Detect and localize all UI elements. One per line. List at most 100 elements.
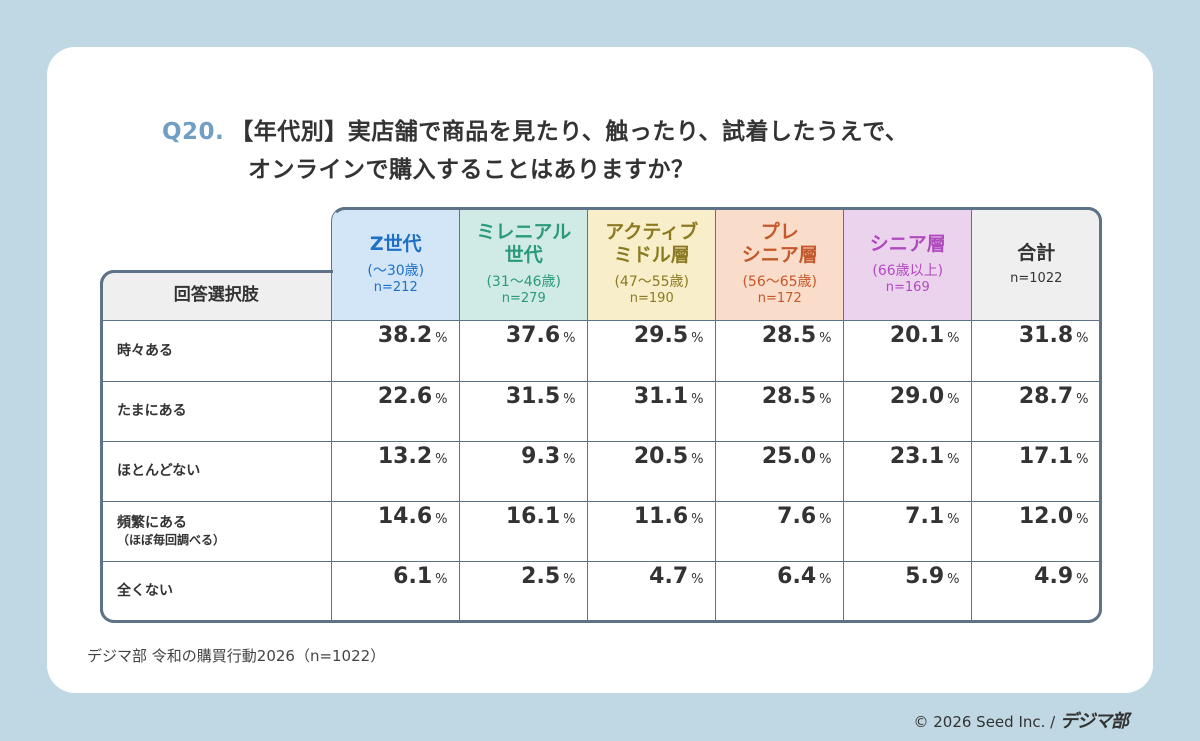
row-label-text: ほとんどない [117,463,201,480]
column-header: プレ シニア層 (56〜65歳) n=172 [715,207,845,322]
value-number: 25.0 [761,444,817,469]
percent-unit: % [819,512,832,527]
value-cell: 12.0% [971,501,1102,563]
percent-unit: % [1076,572,1089,587]
value-number: 28.5 [761,323,817,348]
row-label-sub: （ほぼ毎回調べる） [117,532,226,547]
value-cell: 22.6% [331,381,461,443]
value-number: 16.1 [505,504,561,529]
value-cell: 4.9% [971,561,1102,623]
value-cell: 29.0% [843,381,973,443]
column-sample-size: n=212 [373,279,418,295]
value-number: 31.5 [505,384,561,409]
row-header: 回答選択肢 [100,270,333,322]
percent-unit: % [947,512,960,527]
value-cell: 31.8% [971,320,1102,383]
value-cell: 2.5% [459,561,589,623]
percent-unit: % [563,512,576,527]
value-number: 14.6 [377,504,433,529]
percent-unit: % [947,331,960,346]
value-cell: 6.1% [331,561,461,623]
row-label-text: たまにある [117,403,187,420]
percent-unit: % [435,331,448,346]
value-number: 13.2 [377,444,433,469]
column-name: 合計 [1017,241,1056,264]
column-sample-size: n=172 [757,291,802,307]
value-number: 22.6 [377,384,433,409]
column-sample-size: n=1022 [1010,270,1063,286]
value-cell: 29.5% [587,320,717,383]
title-text: 【年代別】実店舗で商品を見たり、触ったり、試着したうえで、 [230,119,909,145]
source-note: デジマ部 令和の購買行動2026（n=1022） [87,647,386,665]
value-cell: 4.7% [587,561,717,623]
column-header: 合計 n=1022 [971,207,1102,322]
value-cell: 37.6% [459,320,589,383]
column-name: Z世代 [369,232,422,255]
percent-unit: % [1076,512,1089,527]
table-frame-label-top [100,270,333,284]
value-cell: 7.6% [715,501,845,563]
column-age-range: (56〜65歳) [742,274,818,291]
value-number: 6.1 [393,564,433,589]
percent-unit: % [819,572,832,587]
percent-unit: % [563,572,576,587]
value-cell: 17.1% [971,441,1102,503]
value-number: 11.6 [633,504,689,529]
value-number: 31.8 [1018,323,1074,348]
copyright: © 2026 Seed Inc. / デジマ部 [913,707,1129,733]
value-cell: 28.7% [971,381,1102,443]
column-header: シニア層 (66歳以上) n=169 [843,207,973,322]
column-age-range: (47〜55歳) [614,274,690,291]
value-number: 5.9 [905,564,945,589]
percent-unit: % [1076,392,1089,407]
column-sample-size: n=279 [501,291,546,307]
copyright-text: © 2026 Seed Inc. / [913,713,1056,731]
column-name: アクティブ ミドル層 [605,221,699,267]
row-header-label: 回答選択肢 [173,285,259,306]
value-number: 29.0 [889,384,945,409]
value-number: 20.1 [889,323,945,348]
row-label: ほとんどない [100,441,333,503]
value-number: 4.9 [1034,564,1074,589]
value-cell: 5.9% [843,561,973,623]
column-age-range: (〜30歳) [367,262,425,279]
percent-unit: % [819,452,832,467]
percent-unit: % [435,572,448,587]
column-sample-size: n=169 [885,279,930,295]
value-cell: 11.6% [587,501,717,563]
percent-unit: % [435,452,448,467]
percent-unit: % [563,392,576,407]
percent-unit: % [691,452,704,467]
value-cell: 9.3% [459,441,589,503]
column-name: プレ シニア層 [741,221,818,267]
value-cell: 38.2% [331,320,461,383]
value-cell: 20.5% [587,441,717,503]
percent-unit: % [819,331,832,346]
value-cell: 31.5% [459,381,589,443]
question-number: Q20. [162,119,225,145]
value-cell: 7.1% [843,501,973,563]
column-header: ミレニアル 世代 (31〜46歳) n=279 [459,207,589,322]
row-label: 頻繁にある （ほぼ毎回調べる） [100,501,333,563]
percent-unit: % [947,392,960,407]
percent-unit: % [563,452,576,467]
row-label-text: 全くない [117,583,173,600]
value-cell: 13.2% [331,441,461,503]
row-label-text: 頻繁にある [117,514,187,531]
value-number: 38.2 [377,323,433,348]
value-cell: 16.1% [459,501,589,563]
value-number: 7.6 [777,504,817,529]
column-sample-size: n=190 [629,291,674,307]
percent-unit: % [819,392,832,407]
title-line-2: オンラインで購入することはありますか？ [248,157,695,183]
percent-unit: % [1076,452,1089,467]
column-header: アクティブ ミドル層 (47〜55歳) n=190 [587,207,717,322]
value-cell: 25.0% [715,441,845,503]
value-cell: 23.1% [843,441,973,503]
value-number: 31.1 [633,384,689,409]
title-line-1: Q20. 【年代別】実店舗で商品を見たり、触ったり、試着したうえで、 [162,112,908,146]
value-cell: 14.6% [331,501,461,563]
value-number: 9.3 [521,444,561,469]
value-number: 7.1 [905,504,945,529]
percent-unit: % [691,331,704,346]
